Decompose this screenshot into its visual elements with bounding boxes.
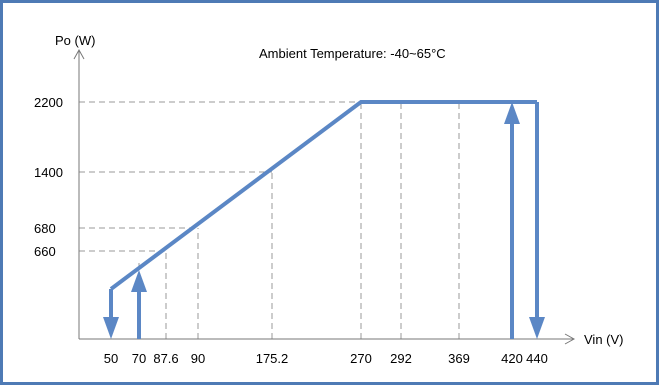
y-axis-arrowhead xyxy=(73,48,85,60)
y-axis-label: Po (W) xyxy=(55,33,95,48)
arrow-head xyxy=(529,317,545,339)
x-tick-label: 50 xyxy=(104,351,118,366)
x-axis-label: Vin (V) xyxy=(584,332,624,347)
x-tick-label: 440 xyxy=(526,351,548,366)
x-tick-label: 420 xyxy=(501,351,523,366)
x-tick-label: 70 xyxy=(132,351,146,366)
y-tick-label: 1400 xyxy=(34,165,63,180)
x-axis-arrowhead xyxy=(564,333,576,345)
x-tick-label: 87.6 xyxy=(153,351,178,366)
axes xyxy=(73,48,576,345)
x-tick-label: 175.2 xyxy=(256,351,289,366)
x-tick-label: 270 xyxy=(350,351,372,366)
arrow-layer xyxy=(103,102,545,339)
series-layer xyxy=(109,100,537,291)
guide-lines xyxy=(79,101,513,339)
power-derating-line xyxy=(109,100,537,291)
chart-title: Ambient Temperature: -40~65°C xyxy=(259,46,446,61)
arrow-head xyxy=(504,102,520,124)
y-tick-label: 660 xyxy=(34,244,56,259)
tick-labels: 50 70 87.6 90 175.2 270 292 369 420 440 2200 1400 68… xyxy=(34,95,548,366)
arrow-head xyxy=(131,270,147,292)
y-tick-label: 680 xyxy=(34,221,56,236)
y-tick-label: 2200 xyxy=(34,95,63,110)
x-tick-label: 292 xyxy=(390,351,412,366)
x-tick-label: 369 xyxy=(448,351,470,366)
arrow-head xyxy=(103,317,119,339)
x-tick-label: 90 xyxy=(191,351,205,366)
